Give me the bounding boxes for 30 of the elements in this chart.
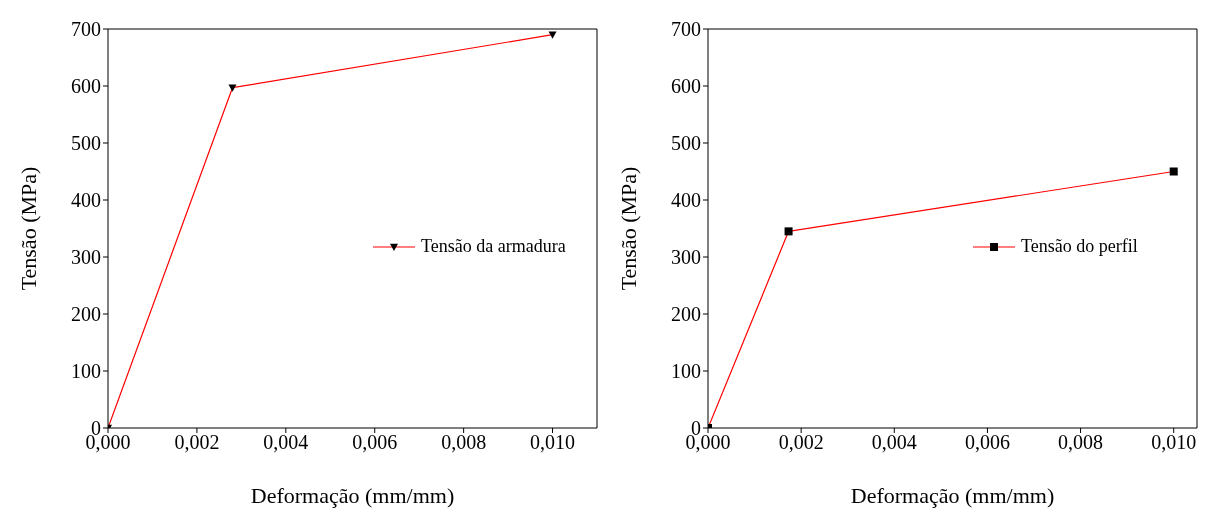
legend-label: Tensão da armadura	[421, 236, 566, 257]
x-axis-title: Deformação (mm/mm)	[250, 483, 455, 508]
y-tick-label: 400	[71, 189, 101, 212]
y-axis-title: Tensão (MPa)	[615, 166, 641, 291]
x-tick-label: 0,010	[530, 431, 576, 454]
y-tick-label: 600	[671, 75, 701, 98]
y-tick-label: 300	[671, 246, 701, 269]
y-axis-title: Tensão (MPa)	[15, 166, 41, 291]
y-tick-label: 600	[71, 75, 101, 98]
y-tick-label: 700	[671, 18, 701, 41]
x-tick-label: 0,010	[1151, 431, 1197, 454]
y-tick-label: 200	[671, 303, 701, 326]
y-tick-label: 500	[71, 132, 101, 155]
x-tick-label: 0,006	[964, 431, 1010, 454]
y-tick-label: 500	[671, 132, 701, 155]
x-tick-label: 0,008	[441, 431, 487, 454]
x-tick-label: 0,006	[352, 431, 398, 454]
legend-label: Tensão do perfil	[1021, 236, 1138, 257]
x-tick-label: 0,004	[263, 431, 309, 454]
y-tick-label: 100	[71, 360, 101, 383]
x-tick-label: 0,008	[1058, 431, 1104, 454]
x-axis-title: Deformação (mm/mm)	[850, 483, 1055, 508]
x-tick-label: 0,004	[871, 431, 917, 454]
x-tick-label: 0,002	[174, 431, 220, 454]
y-tick-label: 100	[671, 360, 701, 383]
x-tick-label: 0,002	[778, 431, 824, 454]
y-tick-label: 300	[71, 246, 101, 269]
y-tick-label: 200	[71, 303, 101, 326]
y-tick-label: 400	[671, 189, 701, 212]
y-tick-label: 700	[71, 18, 101, 41]
